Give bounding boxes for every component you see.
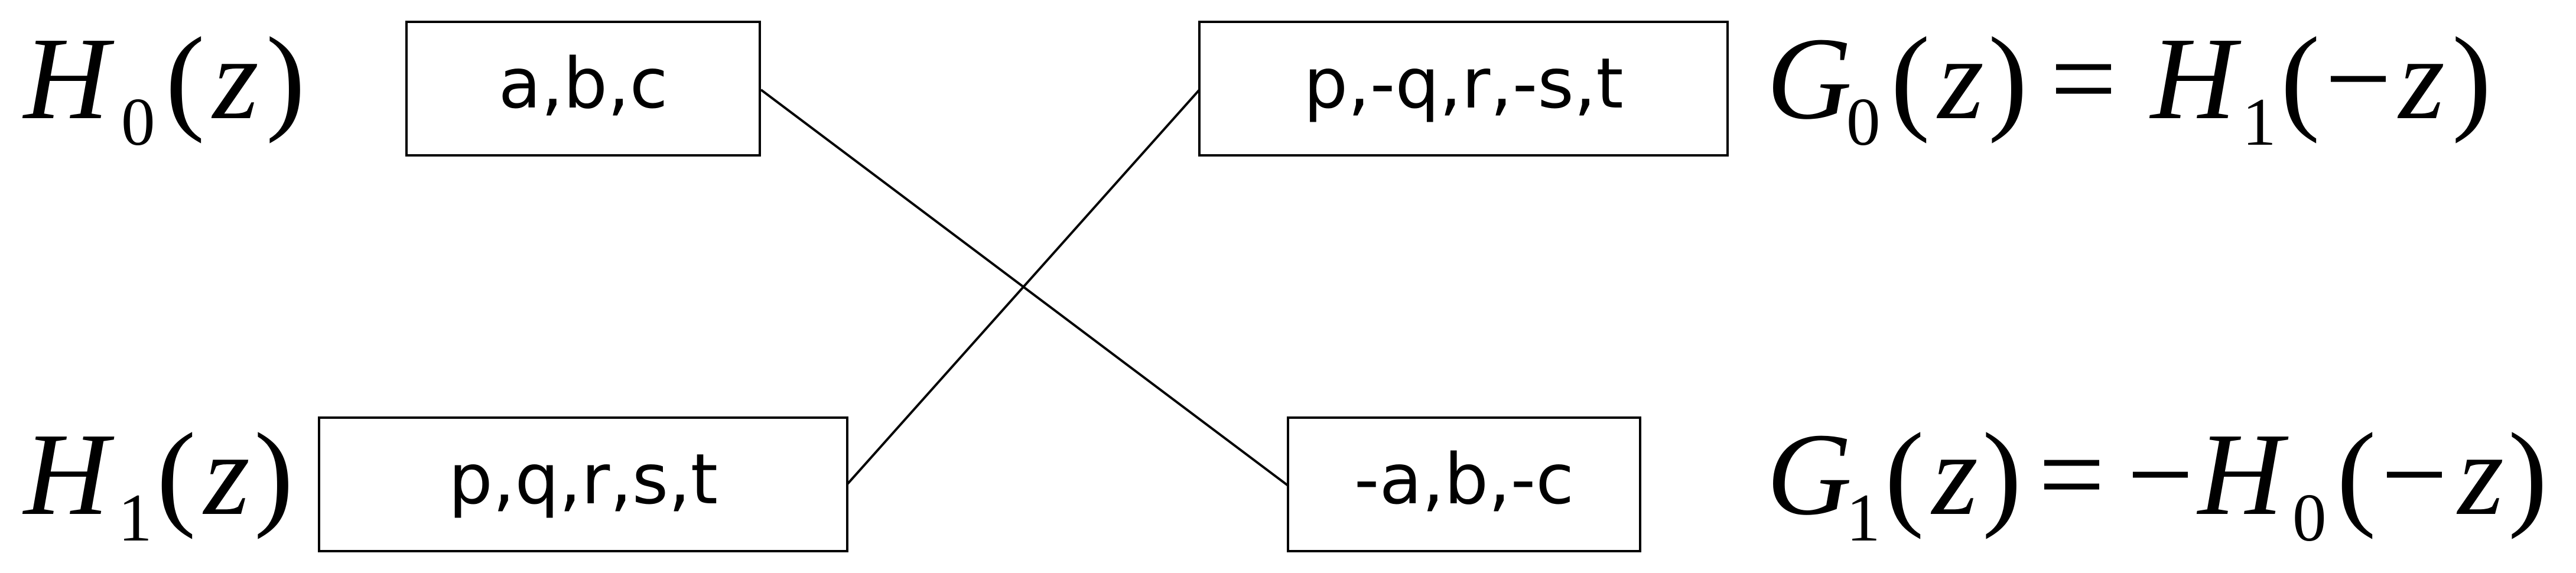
label-g0-rhs-arg: z [2397,14,2445,144]
label-h0-letter: H [22,14,115,144]
label-h0-lparen: ( [165,14,205,144]
box-h1-coefficients: p,q,r,s,t [448,438,718,520]
label-g1-equals: = [2038,409,2105,540]
box-h0-coefficients: a,b,c [498,43,668,124]
box-g1-coefficients: -a,b,-c [1354,438,1574,520]
label-g1-rhs-minus: − [2381,409,2448,540]
label-g1-letter: G [1767,409,1852,540]
label-g0-rhs-lparen: ( [2281,14,2320,144]
label-g0-rhs-rparen: ) [2452,14,2492,144]
box-h1: p,q,r,s,t [318,416,848,552]
label-h1: H 1 ( z ) [22,409,294,555]
box-g0: p,-q,r,-s,t [1198,21,1729,157]
label-g0-lparen: ( [1891,14,1930,144]
label-h1-arg: z [202,409,250,540]
label-g1-negation: − [2127,409,2194,540]
label-g1-rhs-lparen: ( [2337,409,2376,540]
box-g0-coefficients: p,-q,r,-s,t [1303,43,1623,124]
label-g0-arg: z [1936,14,1984,144]
label-g1: G 1 ( z ) = − H 0 ( − z ) [1767,409,2548,555]
label-h1-letter: H [22,409,115,540]
box-g1: -a,b,-c [1287,416,1641,552]
label-h0: H 0 ( z ) [22,14,305,159]
label-h0-arg: z [211,14,259,144]
label-h0-subscript: 0 [121,84,155,159]
label-h1-subscript: 1 [118,480,152,555]
label-g1-rhs-arg: z [2456,409,2504,540]
label-h0-rparen: ) [266,14,305,144]
label-g0-letter: G [1767,14,1852,144]
label-g1-arg: z [1930,409,1978,540]
box-h0: a,b,c [405,21,761,157]
label-g1-rparen: ) [1982,409,2022,540]
label-g1-subscript: 1 [1846,480,1881,555]
label-g0-rhs-minus: − [2325,14,2392,144]
label-g0: G 0 ( z ) = H 1 ( − z ) [1767,14,2492,159]
label-h1-lparen: ( [157,409,196,540]
label-g1-rhs-subscript: 0 [2292,480,2327,555]
connector-h0-to-g1 [760,89,1289,487]
connector-h1-to-g0 [845,89,1201,487]
label-g0-rhs-letter: H [2149,14,2242,144]
label-g1-lparen: ( [1885,409,1924,540]
label-g0-subscript: 0 [1846,84,1881,159]
label-h1-rparen: ) [254,409,294,540]
label-g0-rparen: ) [1988,14,2028,144]
label-g1-rhs-rparen: ) [2508,409,2548,540]
label-g0-equals: = [2050,14,2117,144]
label-g0-rhs-subscript: 1 [2242,84,2276,159]
label-g1-rhs-letter: H [2196,409,2289,540]
